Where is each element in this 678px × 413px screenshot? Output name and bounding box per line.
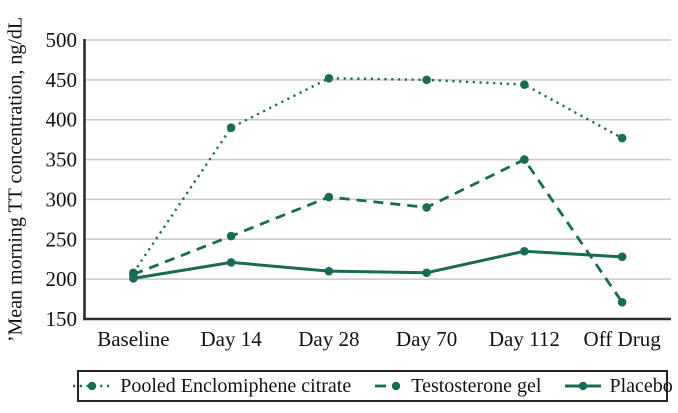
data-point <box>422 268 431 278</box>
data-point <box>129 274 138 283</box>
x-tick-label: Day 112 <box>489 327 560 351</box>
x-tick-label: Day 70 <box>396 327 457 351</box>
legend-item-testosterone-gel: Testosterone gel <box>375 375 541 398</box>
legend-label: Pooled Enclomiphene citrate <box>120 374 352 397</box>
data-point <box>226 258 236 267</box>
y-tick-label: 300 <box>46 187 78 211</box>
y-tick-label: 500 <box>46 28 78 52</box>
dotted-line-marker-icon <box>73 381 112 391</box>
series-line-dotted <box>132 77 623 274</box>
y-tick-label: 150 <box>46 307 78 331</box>
data-point <box>520 155 529 164</box>
data-point <box>617 297 627 307</box>
legend-item-placebo: Placebo <box>565 374 673 398</box>
x-tick-label: Baseline <box>97 327 169 351</box>
data-point <box>520 80 529 89</box>
y-tick-label: 200 <box>46 267 78 291</box>
data-point <box>422 75 431 85</box>
solid-line-marker-icon <box>565 381 602 391</box>
x-tick-label: Day 14 <box>201 327 263 351</box>
data-point <box>617 252 627 262</box>
data-point <box>324 266 334 276</box>
x-tick-label: Day 28 <box>298 327 359 351</box>
data-point <box>226 123 236 132</box>
y-tick-label: 250 <box>46 227 78 251</box>
dashed-line-marker-icon <box>375 381 401 391</box>
data-point <box>226 231 236 241</box>
data-point <box>324 192 334 202</box>
data-point <box>324 73 334 83</box>
x-tick-label: Off Drug <box>584 327 662 351</box>
data-point <box>422 203 431 212</box>
data-point <box>520 246 529 256</box>
series-line-dashed <box>132 157 624 304</box>
legend-item-enclomiphene: Pooled Enclomiphene citrate <box>72 375 351 398</box>
y-tick-label: 400 <box>46 108 78 132</box>
legend: Pooled Enclomiphene citrate Testosterone… <box>73 370 673 402</box>
y-tick-label: 350 <box>46 148 78 172</box>
legend-label: Placebo <box>609 374 673 397</box>
series-line-solid <box>133 249 623 280</box>
y-tick-label: 450 <box>46 68 78 92</box>
data-point <box>617 133 627 143</box>
legend-label: Testosterone gel <box>411 374 542 397</box>
